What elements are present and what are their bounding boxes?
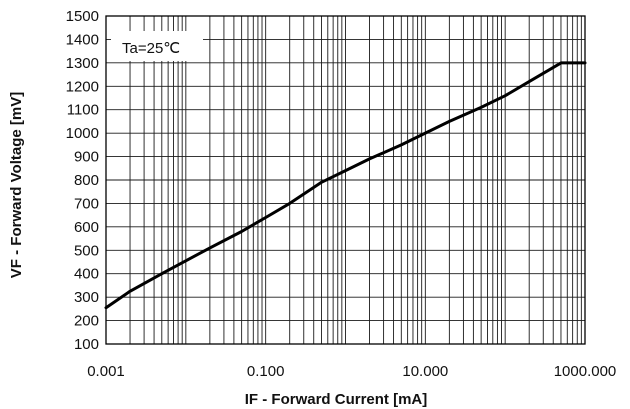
grid-lines <box>105 15 586 345</box>
y-tick-label: 800 <box>74 172 99 189</box>
y-tick-label: 1300 <box>66 55 99 72</box>
y-tick-label: 700 <box>74 195 99 212</box>
y-tick-label: 1500 <box>66 8 99 25</box>
y-axis-title: VF - Forward Voltage [mV] <box>8 92 25 278</box>
x-axis-title: IF - Forward Current [mA] <box>245 391 428 408</box>
y-tick-label: 1100 <box>67 102 99 119</box>
y-tick-label: 400 <box>74 266 99 283</box>
y-tick-label: 1000 <box>66 125 99 142</box>
x-tick-labels: 0.001 0.100 10.000 1000.000 <box>87 363 616 380</box>
plot-frame <box>105 15 586 345</box>
y-tick-label: 600 <box>74 219 99 236</box>
y-tick-label: 1200 <box>66 78 99 95</box>
y-tick-label: 300 <box>74 289 99 306</box>
series-line <box>104 61 587 310</box>
y-tick-label: 100 <box>74 336 99 353</box>
x-tick-label: 0.001 <box>87 363 125 380</box>
annotation-text: Ta=25℃ <box>122 40 180 57</box>
y-tick-label: 900 <box>74 149 99 166</box>
y-tick-labels: 100 200 300 400 500 600 700 800 900 1000 1100 1200 1… <box>66 8 99 353</box>
x-tick-label: 10.000 <box>402 363 448 380</box>
y-tick-label: 1400 <box>66 31 99 48</box>
x-tick-label: 1000.000 <box>554 363 617 380</box>
annotation-background <box>111 31 203 61</box>
y-tick-label: 500 <box>74 242 99 259</box>
x-tick-label: 0.100 <box>247 363 285 380</box>
annotation-box: Ta=25℃ <box>111 31 203 61</box>
y-tick-label: 200 <box>74 313 99 330</box>
